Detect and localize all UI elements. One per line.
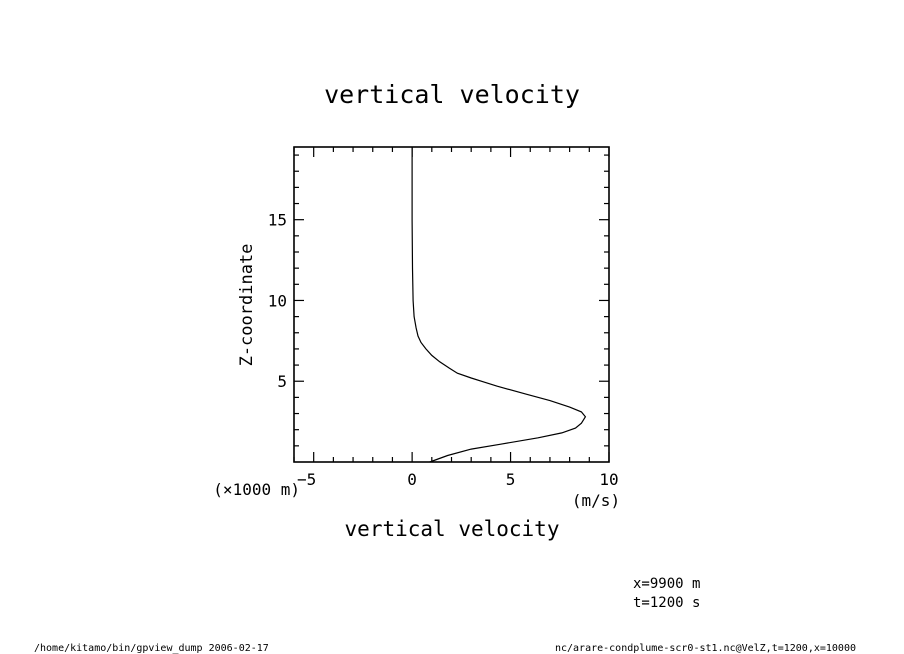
x-axis-unit: (m/s): [572, 491, 620, 510]
y-axis-unit: (×1000 m): [213, 480, 300, 499]
axis-ticks: [293, 147, 610, 462]
footer-left: /home/kitamo/bin/gpview_dump 2006-02-17: [34, 643, 269, 654]
x-tick-label: 10: [599, 470, 618, 489]
info-position: x=9900 m: [633, 576, 700, 592]
x-tick-label: 0: [407, 470, 417, 489]
y-tick-label: 5: [277, 372, 287, 391]
info-time: t=1200 s: [633, 595, 700, 611]
y-tick-labels: 5 10 15: [268, 211, 287, 392]
y-tick-label: 15: [268, 211, 287, 230]
y-axis-label: Z-coordinate: [237, 244, 257, 367]
footer-right: nc/arare-condplume-scr0-st1.nc@VelZ,t=12…: [555, 643, 856, 654]
series-line: [411, 147, 587, 463]
plot-frame: [293, 146, 610, 463]
x-tick-label: −5: [297, 470, 316, 489]
x-tick-labels: −5 0 5 10: [297, 470, 619, 489]
x-axis-label: vertical velocity: [345, 517, 560, 541]
y-tick-label: 10: [268, 291, 287, 310]
chart-title: vertical velocity: [324, 80, 580, 109]
x-tick-label: 5: [506, 470, 516, 489]
